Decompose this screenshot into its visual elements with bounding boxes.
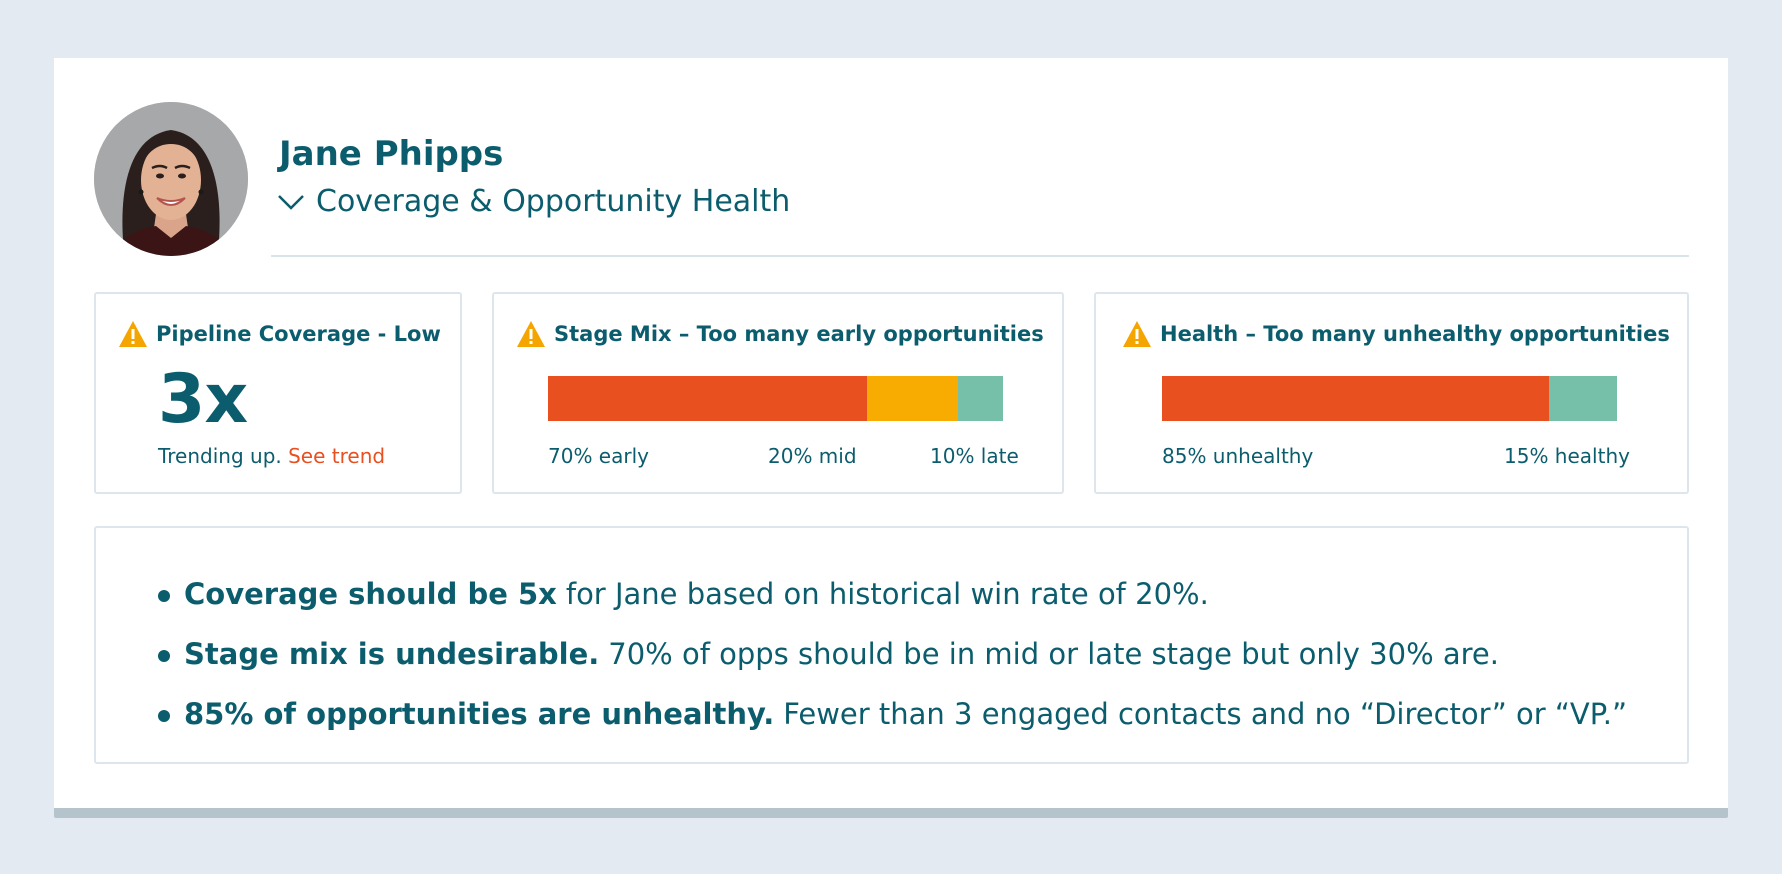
stage-mid-label: 20% mid xyxy=(768,444,857,468)
pipeline-coverage-title-row: Pipeline Coverage - Low xyxy=(118,320,441,348)
health-unhealthy-label: 85% unhealthy xyxy=(1162,444,1314,468)
person-name: Jane Phipps xyxy=(279,134,504,174)
stage-early-segment xyxy=(548,376,867,421)
stage-mix-title-row: Stage Mix – Too many early opportunities xyxy=(516,320,1044,348)
insight-item: 85% of opportunities are unhealthy. Fewe… xyxy=(158,684,1627,744)
insight-text: 70% of opps should be in mid or late sta… xyxy=(608,637,1499,671)
warning-icon xyxy=(1123,321,1151,347)
bullet-icon xyxy=(158,650,170,662)
trend-line: Trending up. See trend xyxy=(158,444,385,468)
insight-heading: Stage mix is undesirable. xyxy=(184,637,600,671)
insight-heading: Coverage should be 5x xyxy=(184,577,557,611)
section-toggle[interactable]: Coverage & Opportunity Health xyxy=(276,184,790,219)
stage-mix-panel: Stage Mix – Too many early opportunities… xyxy=(492,292,1064,494)
insight-item: Coverage should be 5x for Jane based on … xyxy=(158,564,1627,624)
stage-mix-bar xyxy=(548,376,1003,421)
section-title: Coverage & Opportunity Health xyxy=(316,184,791,219)
coverage-health-card: Jane Phipps Coverage & Opportunity Healt… xyxy=(54,58,1728,808)
health-bar xyxy=(1162,376,1617,421)
warning-icon xyxy=(119,321,147,347)
pipeline-coverage-panel: Pipeline Coverage - Low 3x Trending up. … xyxy=(94,292,462,494)
avatar xyxy=(94,102,248,256)
insight-heading: 85% of opportunities are unhealthy. xyxy=(184,697,775,731)
pipeline-coverage-title: Pipeline Coverage - Low xyxy=(156,322,441,346)
insight-text: Fewer than 3 engaged contacts and no “Di… xyxy=(783,697,1627,731)
stage-late-segment xyxy=(957,376,1003,421)
bullet-icon xyxy=(158,590,170,602)
stage-early-label: 70% early xyxy=(548,444,649,468)
health-healthy-label: 15% healthy xyxy=(1504,444,1630,468)
health-panel: Health – Too many unhealthy opportunitie… xyxy=(1094,292,1689,494)
health-unhealthy-segment xyxy=(1162,376,1549,421)
avatar-portrait-icon xyxy=(94,102,248,256)
warning-icon xyxy=(517,321,545,347)
see-trend-link[interactable]: See trend xyxy=(288,444,386,468)
health-title-row: Health – Too many unhealthy opportunitie… xyxy=(1122,320,1670,348)
stage-mix-title: Stage Mix – Too many early opportunities xyxy=(554,322,1044,346)
stage-late-label: 10% late xyxy=(930,444,1019,468)
coverage-value: 3x xyxy=(158,360,248,439)
health-title: Health – Too many unhealthy opportunitie… xyxy=(1160,322,1670,346)
insights-list: Coverage should be 5x for Jane based on … xyxy=(158,564,1627,744)
bullet-icon xyxy=(158,710,170,722)
health-healthy-segment xyxy=(1548,376,1617,421)
trend-text: Trending up. xyxy=(158,444,282,468)
insights-panel: Coverage should be 5x for Jane based on … xyxy=(94,526,1689,764)
insight-item: Stage mix is undesirable. 70% of opps sh… xyxy=(158,624,1627,684)
chevron-down-icon xyxy=(278,194,304,210)
insight-text: for Jane based on historical win rate of… xyxy=(565,577,1209,611)
header-divider xyxy=(271,255,1689,257)
stage-mid-segment xyxy=(866,376,958,421)
